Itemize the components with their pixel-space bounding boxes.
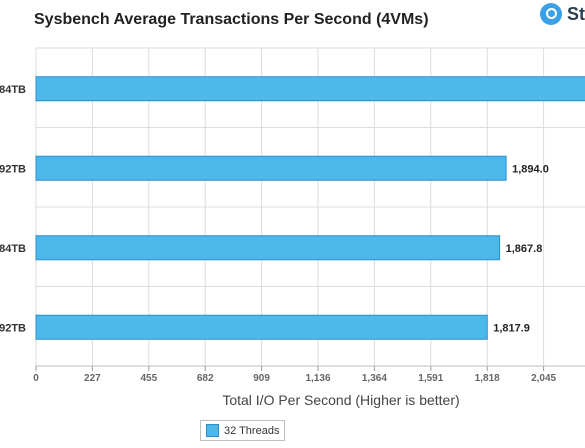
bar <box>35 155 507 181</box>
bar <box>35 76 585 102</box>
x-tick-label: 227 <box>84 373 101 384</box>
labels: 02274556829091,1361,3641,5911,8182,0452,… <box>0 84 557 384</box>
bar <box>35 235 501 261</box>
legend-swatch <box>206 424 219 437</box>
bars <box>35 76 585 340</box>
brand-logo: St <box>540 3 585 25</box>
brand-text: St <box>567 3 585 24</box>
category-label: 92TB <box>0 163 26 175</box>
x-tick-label: 682 <box>197 373 214 384</box>
x-tick-label: 0 <box>33 373 39 384</box>
bar-value-label: 1,867.8 <box>506 243 543 255</box>
bar-value-label: 1,894.0 <box>512 163 549 175</box>
x-tick-label: 909 <box>253 373 270 384</box>
category-label: 84TB <box>0 84 26 96</box>
x-axis-title: Total I/O Per Second (Higher is better) <box>222 392 459 408</box>
bar-value-label: 1,817.9 <box>493 322 530 334</box>
x-tick-label: 1,591 <box>418 373 443 384</box>
x-tick-label: 1,136 <box>305 373 330 384</box>
x-tick-label: 1,818 <box>475 373 500 384</box>
category-label: 84TB <box>0 243 26 255</box>
chart-title: Sysbench Average Transactions Per Second… <box>34 11 429 28</box>
logo-icon <box>540 3 562 25</box>
legend[interactable]: 32 Threads <box>200 420 286 441</box>
bar <box>35 314 488 340</box>
x-tick-label: 2,045 <box>531 373 556 384</box>
x-tick-label: 455 <box>140 373 157 384</box>
legend-label: 32 Threads <box>224 424 280 437</box>
category-label: 92TB <box>0 322 26 334</box>
x-tick-label: 1,364 <box>362 373 387 384</box>
